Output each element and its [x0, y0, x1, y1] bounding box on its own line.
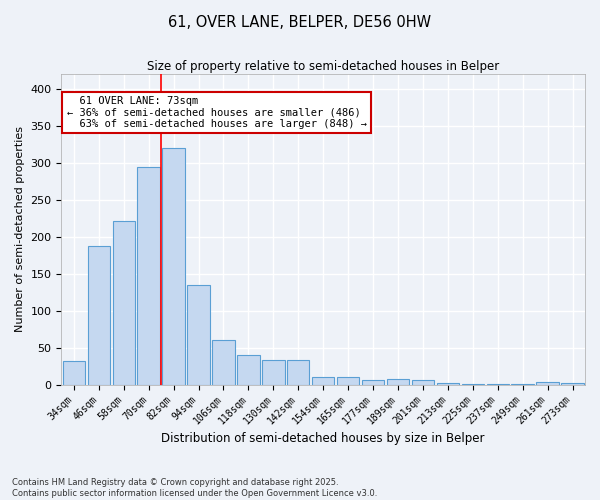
Y-axis label: Number of semi-detached properties: Number of semi-detached properties [15, 126, 25, 332]
X-axis label: Distribution of semi-detached houses by size in Belper: Distribution of semi-detached houses by … [161, 432, 485, 445]
Text: 61 OVER LANE: 73sqm
← 36% of semi-detached houses are smaller (486)
  63% of sem: 61 OVER LANE: 73sqm ← 36% of semi-detach… [67, 96, 367, 129]
Bar [287, 360, 310, 384]
Bar [88, 246, 110, 384]
Bar [137, 166, 160, 384]
Text: Contains HM Land Registry data © Crown copyright and database right 2025.
Contai: Contains HM Land Registry data © Crown c… [12, 478, 377, 498]
Text: 61, OVER LANE, BELPER, DE56 0HW: 61, OVER LANE, BELPER, DE56 0HW [169, 15, 431, 30]
Bar [312, 378, 334, 384]
Bar [437, 383, 459, 384]
Bar [387, 379, 409, 384]
Bar [212, 340, 235, 384]
Bar [163, 148, 185, 384]
Title: Size of property relative to semi-detached houses in Belper: Size of property relative to semi-detach… [147, 60, 499, 73]
Bar [412, 380, 434, 384]
Bar [262, 360, 284, 384]
Bar [536, 382, 559, 384]
Bar [362, 380, 384, 384]
Bar [337, 378, 359, 384]
Bar [237, 355, 260, 384]
Bar [62, 361, 85, 384]
Bar [113, 220, 135, 384]
Bar [187, 285, 210, 384]
Bar [562, 383, 584, 384]
